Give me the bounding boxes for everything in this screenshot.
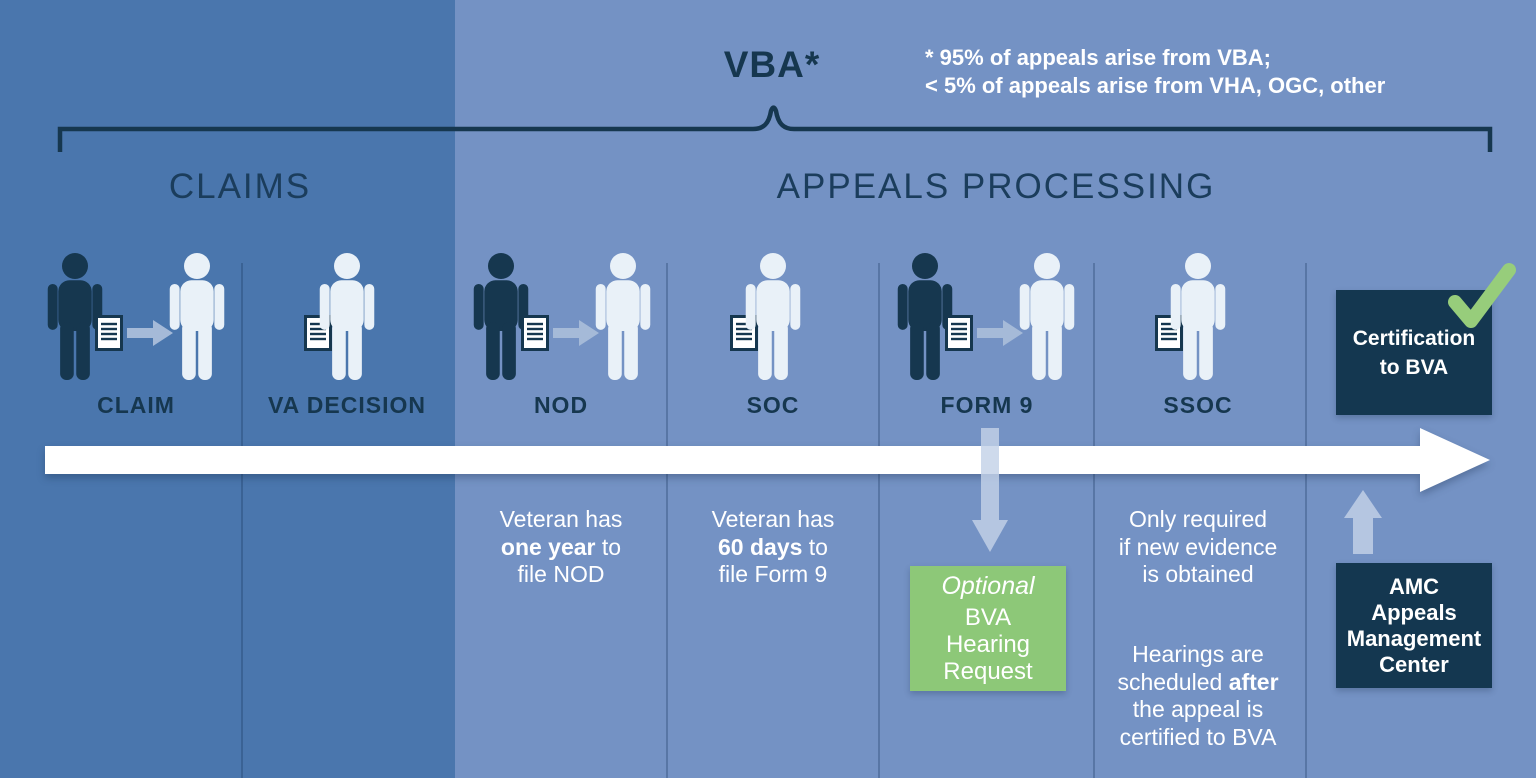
person-icon [742, 253, 804, 380]
appeals-section-title: APPEALS PROCESSING [776, 167, 1216, 206]
document-icon [95, 315, 123, 351]
ssoc-hearings-note: Hearings are scheduled after the appeal … [1117, 641, 1279, 750]
document-icon [521, 315, 549, 351]
nod-deadline-note: Veteran has one year to file NOD [499, 506, 623, 587]
vba-footnote-line-2: < 5% of appeals arise from VHA, OGC, oth… [925, 73, 1386, 98]
down-arrow-icon [972, 428, 1008, 552]
person-icon [1016, 253, 1078, 380]
vba-footnote: * 95% of appeals arise from VBA; < 5% of… [925, 44, 1385, 100]
timeline-arrow-icon [45, 428, 1490, 492]
person-icon [592, 253, 654, 380]
person-icon [1167, 253, 1229, 380]
stage-label-form9: FORM 9 [940, 392, 1034, 418]
certification-to-bva-box: Certification to BVA [1336, 290, 1492, 415]
ssoc-evidence-note: Only required if new evidence is obtaine… [1118, 506, 1278, 587]
vba-brace-icon [57, 105, 1493, 152]
stage-label-ssoc: SSOC [1163, 392, 1233, 418]
claims-section-title: CLAIMS [168, 167, 312, 206]
column-divider [241, 263, 243, 778]
stage-label-soc: SOC [746, 392, 800, 418]
column-divider [878, 263, 880, 778]
vba-label: VBA* [723, 44, 821, 85]
stage-label-claim: CLAIM [97, 392, 175, 418]
bva-hearing-request-box: Optional BVA Hearing Request [910, 566, 1066, 691]
checkmark-icon [1448, 263, 1516, 328]
column-divider [666, 263, 668, 778]
stage-label-va-decision: VA DECISION [268, 392, 426, 418]
document-icon [945, 315, 973, 351]
vba-footnote-line-1: * 95% of appeals arise from VBA; [925, 45, 1272, 70]
up-arrow-icon [1344, 490, 1382, 554]
stage-label-nod: NOD [533, 392, 589, 418]
column-divider [1305, 263, 1307, 778]
person-icon [166, 253, 228, 380]
amc-box: AMC Appeals Management Center [1336, 563, 1492, 688]
person-icon [316, 253, 378, 380]
column-divider [1093, 263, 1095, 778]
soc-deadline-note: Veteran has 60 days to file Form 9 [711, 506, 835, 587]
